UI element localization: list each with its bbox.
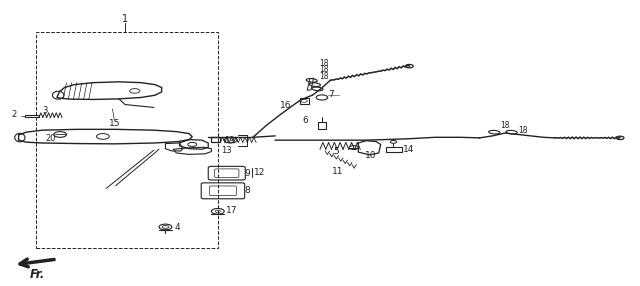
Bar bbox=[211, 137, 220, 142]
Text: 6: 6 bbox=[303, 116, 308, 125]
Text: 15: 15 bbox=[109, 119, 120, 128]
Text: 11: 11 bbox=[332, 167, 344, 176]
Text: 18: 18 bbox=[518, 126, 527, 135]
Bar bbox=[318, 122, 326, 129]
Text: 13: 13 bbox=[221, 146, 232, 155]
Bar bbox=[300, 98, 308, 104]
Text: 5: 5 bbox=[333, 147, 339, 156]
Text: 18: 18 bbox=[319, 72, 328, 81]
Text: 8: 8 bbox=[244, 186, 250, 195]
Text: 9: 9 bbox=[244, 169, 250, 178]
Bar bbox=[386, 147, 402, 152]
Text: 7: 7 bbox=[328, 90, 334, 99]
Text: Fr.: Fr. bbox=[30, 268, 45, 281]
Text: 4: 4 bbox=[174, 223, 180, 232]
Text: 14: 14 bbox=[403, 145, 414, 154]
Text: 18: 18 bbox=[500, 122, 509, 130]
Text: 12: 12 bbox=[254, 168, 266, 177]
Text: 18: 18 bbox=[319, 59, 328, 68]
Bar bbox=[36, 32, 218, 248]
Text: 1: 1 bbox=[122, 14, 128, 24]
Text: 2: 2 bbox=[12, 110, 17, 119]
Text: 16: 16 bbox=[280, 101, 291, 110]
Text: 19: 19 bbox=[224, 136, 235, 145]
Bar bbox=[25, 115, 39, 117]
Text: 3: 3 bbox=[43, 106, 48, 115]
Text: 20: 20 bbox=[45, 134, 56, 143]
Text: 17: 17 bbox=[226, 206, 237, 215]
Text: 10: 10 bbox=[365, 151, 377, 160]
Text: 18: 18 bbox=[319, 65, 328, 74]
